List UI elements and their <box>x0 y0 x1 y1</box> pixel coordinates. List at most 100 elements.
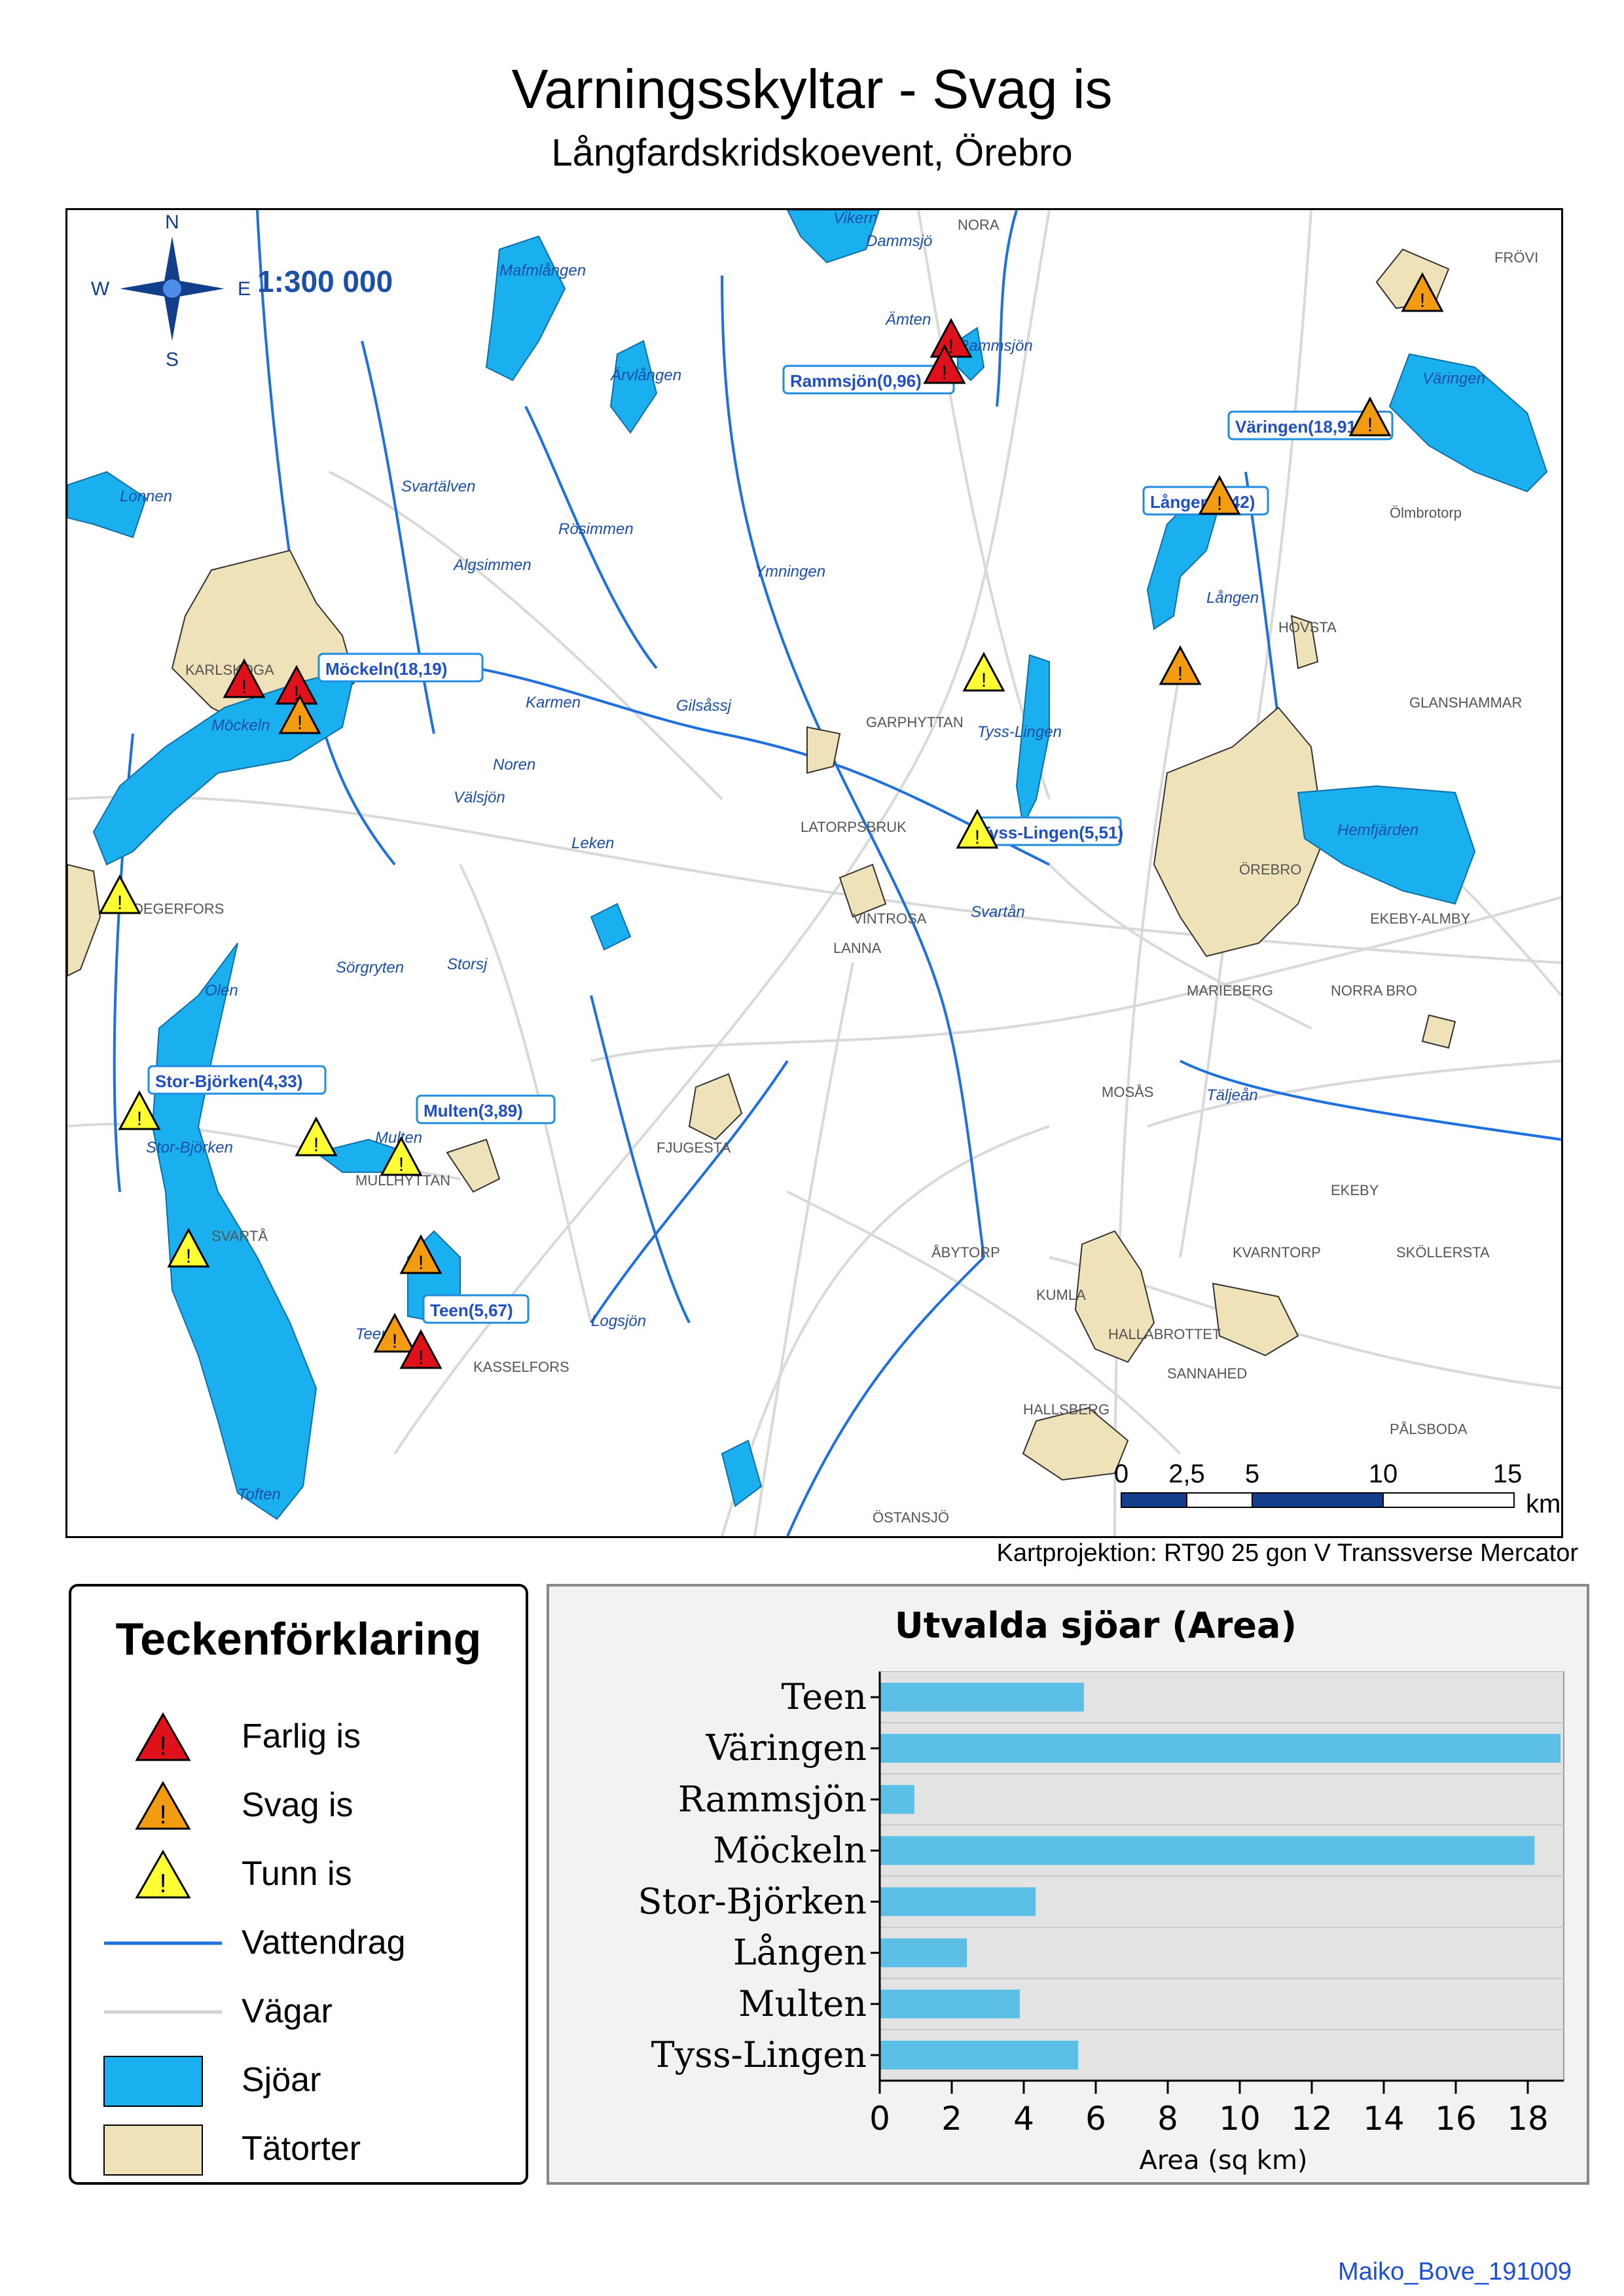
farlig-warning-icon: ! <box>135 1712 191 1761</box>
scale-unit: km <box>1526 1490 1561 1518</box>
chart-category-label: Multen <box>738 1983 867 2024</box>
tunn-warning-icon: ! <box>380 1136 423 1176</box>
place-label: Täljeån <box>1206 1086 1258 1104</box>
chart-x-tick-label: 4 <box>1013 2100 1034 2138</box>
legend-item-farlig: ! Farlig is <box>98 1708 516 1767</box>
place-label: VINTROSA <box>853 910 927 927</box>
place-label: Noren <box>493 756 535 774</box>
chart-categories: Teen Väringen Rammsjön Möckeln Stor-Björken L… <box>638 1676 880 2075</box>
lake-logsjon <box>721 1439 763 1507</box>
chart-category-label: Teen <box>781 1676 867 1717</box>
place-label: ÖREBRO <box>1239 861 1301 878</box>
chart-x-tick-label: 0 <box>869 2100 890 2138</box>
place-label: Gilsåssj <box>676 697 732 715</box>
lake-lonnen <box>67 471 147 539</box>
place-label: Lången <box>1206 589 1259 607</box>
place-label: Ölmbrotorp <box>1390 505 1462 521</box>
place-label: SANNAHED <box>1167 1365 1247 1382</box>
place-label: Välsjön <box>454 789 505 806</box>
svag-warning-icon: ! <box>1198 475 1241 515</box>
place-label: NORA <box>958 217 1000 233</box>
place-label: HALLSBERG <box>1023 1401 1110 1418</box>
lake-area-text: Väringen(18,91) <box>1235 417 1362 437</box>
place-label: EKEBY-ALMBY <box>1370 910 1471 927</box>
place-label: Väringen <box>1422 370 1485 387</box>
place-label: Storsj <box>447 956 488 973</box>
chart-category-label: Väringen <box>706 1727 867 1768</box>
svg-text:!: ! <box>1420 290 1425 312</box>
place-label: PÅLSBODA <box>1390 1421 1468 1437</box>
place-label: GLANSHAMMAR <box>1409 694 1522 711</box>
scale-bar: 0 2,5 5 10 15 km <box>1114 1460 1561 1518</box>
svg-text:!: ! <box>399 1154 404 1175</box>
svg-text:!: ! <box>948 336 954 357</box>
place-label: Svartälven <box>401 478 475 495</box>
chart-category-label: Lången <box>733 1932 867 1973</box>
legend-label: Farlig is <box>242 1717 361 1755</box>
lake-fill-icon <box>103 2056 203 2107</box>
tunn-warning-icon: ! <box>956 808 999 849</box>
scale-tick-0: 0 <box>1114 1460 1128 1488</box>
road-network <box>67 210 1561 1536</box>
svg-text:!: ! <box>159 1732 166 1761</box>
warning-signs: !!!!!!!!!!!!!!!!!!! <box>98 272 1444 1369</box>
river-network <box>113 210 1561 1536</box>
chart-bar <box>880 1734 1561 1763</box>
place-label: LANNA <box>833 940 882 956</box>
place-label: ÅBYTORP <box>931 1244 1000 1261</box>
place-label: SVARTÅ <box>211 1228 268 1244</box>
road-line-icon <box>104 2010 222 2014</box>
svg-text:!: ! <box>418 1347 424 1369</box>
svg-text:!: ! <box>942 362 947 384</box>
lake-langen <box>1146 497 1221 630</box>
lake-area-label: Multen(3,89) <box>416 1094 556 1124</box>
place-label: Karmen <box>526 694 581 711</box>
svg-text:!: ! <box>981 670 986 691</box>
chart-x-tick-label: 8 <box>1157 2100 1178 2138</box>
chart-bar <box>880 1785 914 1814</box>
tunn-warning-icon: ! <box>962 651 1005 692</box>
svag-warning-icon: ! <box>1159 645 1202 685</box>
legend-item-svag: ! Svag is <box>98 1776 516 1835</box>
chart-x-tick-label: 10 <box>1219 2100 1261 2138</box>
chart-category-label: Tyss-Lingen <box>651 2034 867 2075</box>
lake-varingen <box>1388 353 1548 493</box>
compass-n: N <box>165 211 179 233</box>
chart-x-ticks: 0 2 4 6 8 10 12 14 16 18 <box>869 2081 1549 2138</box>
place-label: Ärvlången <box>610 367 681 384</box>
chart-bar <box>880 1989 1020 2018</box>
place-label: Rammsjön <box>958 337 1033 355</box>
chart-category-label: Stor-Björken <box>638 1881 867 1922</box>
place-label: MARIEBERG <box>1187 982 1273 999</box>
legend-item-tunn: ! Tunn is <box>98 1845 516 1904</box>
legend-label: Tätorter <box>242 2130 361 2168</box>
legend-title: Teckenförklaring <box>115 1613 482 1664</box>
lake-arvlangen <box>609 340 658 434</box>
lake-area-labels: Rammsjön(0,96)Väringen(18,91)Lången(2,42… <box>147 365 1394 1324</box>
tunn-warning-icon: ! <box>98 874 141 914</box>
place-label: HOVSTA <box>1278 619 1337 636</box>
map-canvas[interactable]: Vikern Dammsjö NORA FRÖVI Mafmlången Ämten Ram… <box>67 210 1561 1536</box>
chart-x-tick-label: 2 <box>941 2100 962 2138</box>
svg-text:!: ! <box>294 683 299 704</box>
lake-area-text: Tyss-Lingen(5,51) <box>980 823 1123 842</box>
projection-note: Kartprojektion: RT90 25 gon V Transsvers… <box>996 1539 1579 1567</box>
place-label: KASSELFORS <box>473 1359 569 1375</box>
svg-text:!: ! <box>1217 493 1222 514</box>
chart-canvas: Utvalda sjöar (Area) Teen Väringen Rammsjö… <box>638 1605 1564 2176</box>
map-frame[interactable]: Vikern Dammsjö NORA FRÖVI Mafmlången Ämten Ram… <box>65 208 1563 1538</box>
chart-category-label: Rammsjön <box>678 1778 867 1820</box>
chart-xlabel: Area (sq km) <box>1139 2145 1307 2176</box>
svg-text:!: ! <box>186 1246 191 1267</box>
lake-area-label: Rammsjön(0,96) <box>782 365 955 395</box>
place-label: Hemfjärden <box>1337 821 1418 839</box>
place-label: Lonnen <box>120 488 172 505</box>
svg-text:!: ! <box>1178 663 1183 685</box>
author-credit: Maiko_Bove_191009 <box>1337 2258 1572 2286</box>
svag-warning-icon: ! <box>1401 272 1444 312</box>
place-label: KUMLA <box>1036 1287 1086 1303</box>
compass-e: E <box>238 278 251 300</box>
scale-text: 1:300 000 <box>257 264 393 298</box>
legend-label: Tunn is <box>242 1855 352 1893</box>
svg-text:!: ! <box>242 676 247 698</box>
